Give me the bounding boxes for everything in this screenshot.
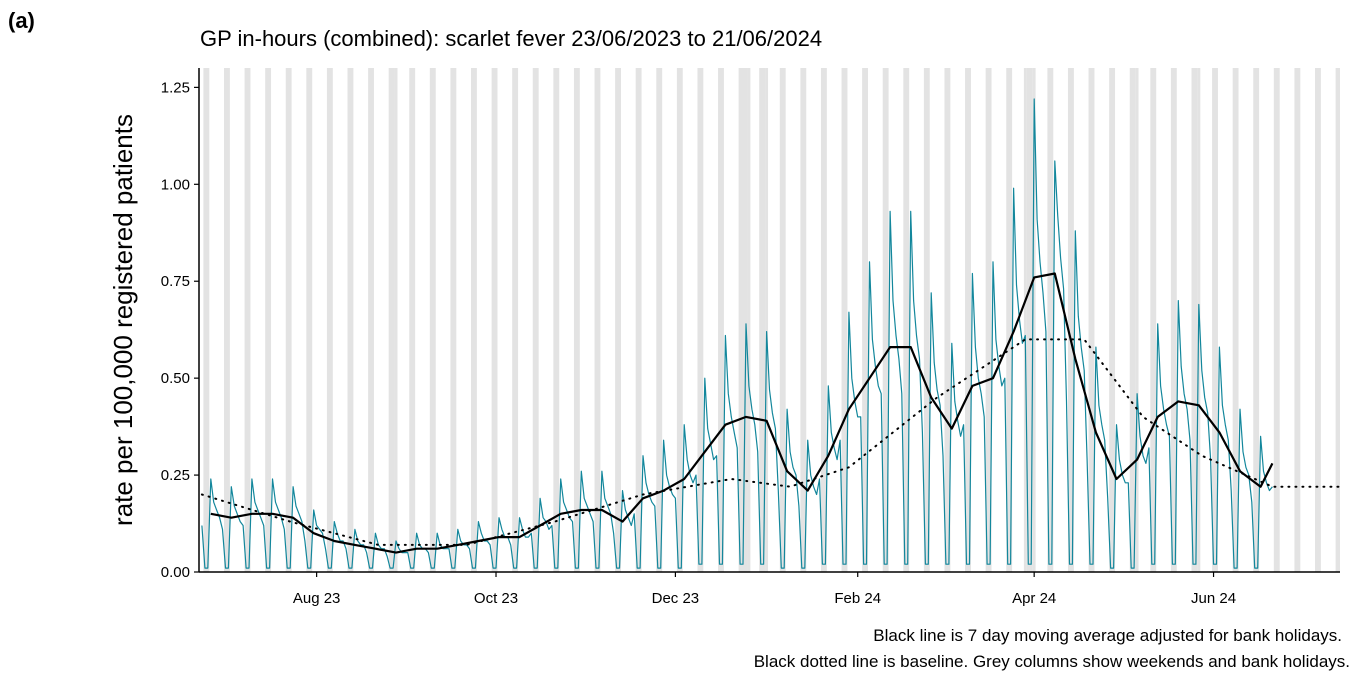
weekend-column bbox=[450, 68, 457, 572]
weekend-column bbox=[779, 68, 786, 572]
weekend-column bbox=[697, 68, 704, 572]
weekend-column bbox=[615, 68, 621, 572]
weekend-column bbox=[326, 68, 333, 572]
weekend-column bbox=[965, 68, 971, 572]
weekend-column bbox=[594, 68, 601, 572]
weekend-column bbox=[923, 68, 930, 572]
weekend-column bbox=[656, 68, 663, 572]
caption: Black line is 7 day moving average adjus… bbox=[873, 626, 1342, 645]
weekend-column bbox=[800, 68, 807, 572]
weekend-column bbox=[1212, 68, 1218, 572]
weekend-column bbox=[553, 68, 560, 572]
weekend-column bbox=[1129, 68, 1136, 572]
weekend-column bbox=[203, 68, 210, 572]
weekend-column bbox=[285, 68, 292, 572]
weekend-column bbox=[1047, 68, 1054, 572]
x-tick-label: Dec 23 bbox=[652, 590, 700, 607]
weekend-column bbox=[306, 68, 313, 572]
bank-holiday-column bbox=[394, 68, 398, 572]
bank-holiday-column bbox=[744, 68, 748, 572]
weekend-column bbox=[429, 68, 436, 572]
bank-holiday-column bbox=[1023, 68, 1027, 572]
weekend-column bbox=[1006, 68, 1013, 572]
weekend-column bbox=[820, 68, 827, 572]
weekend-column bbox=[532, 68, 539, 572]
x-tick-label: Feb 24 bbox=[834, 590, 881, 607]
weekend-column bbox=[1067, 68, 1074, 572]
weekend-column bbox=[1273, 68, 1280, 572]
weekend-column bbox=[1088, 68, 1095, 572]
weekend-column bbox=[1150, 68, 1157, 572]
weekend-column bbox=[244, 68, 251, 572]
bank-holiday-column bbox=[747, 68, 751, 572]
weekend-column bbox=[368, 68, 374, 572]
weekend-column bbox=[676, 68, 683, 572]
weekend-column bbox=[265, 68, 272, 572]
weekend-column bbox=[1170, 68, 1177, 572]
weekend-column bbox=[759, 68, 766, 572]
y-tick-label: 1.25 bbox=[161, 79, 190, 96]
bank-holiday-column bbox=[1032, 68, 1036, 572]
weekend-column bbox=[1026, 68, 1033, 572]
weekend-column bbox=[1315, 68, 1321, 572]
x-tick-label: Jun 24 bbox=[1191, 590, 1236, 607]
chart-title: GP in-hours (combined): scarlet fever 23… bbox=[200, 26, 822, 51]
y-tick-label: 1.00 bbox=[161, 176, 190, 193]
weekend-column bbox=[491, 68, 498, 572]
weekend-column bbox=[1232, 68, 1239, 572]
weekend-column bbox=[347, 68, 354, 572]
weekend-column bbox=[388, 68, 395, 572]
y-tick-label: 0.25 bbox=[161, 467, 190, 484]
weekend-column bbox=[903, 68, 910, 572]
plot-area bbox=[200, 68, 1340, 572]
weekend-column bbox=[1294, 68, 1301, 572]
weekend-column bbox=[718, 68, 724, 572]
y-tick-label: 0.00 bbox=[161, 564, 190, 581]
weekend-column bbox=[1109, 68, 1116, 572]
weekend-column bbox=[738, 68, 745, 572]
weekend-column bbox=[409, 68, 416, 572]
weekend-column bbox=[471, 68, 477, 572]
y-tick-label: 0.50 bbox=[161, 370, 190, 387]
x-tick-label: Aug 23 bbox=[293, 590, 341, 607]
weekend-column bbox=[985, 68, 992, 572]
x-tick-label: Oct 23 bbox=[474, 590, 518, 607]
weekend-column bbox=[573, 68, 580, 572]
bank-holiday-column bbox=[765, 68, 769, 572]
y-tick-label: 0.75 bbox=[161, 273, 190, 290]
series-line bbox=[210, 272, 1274, 554]
caption: Black dotted line is baseline. Grey colu… bbox=[754, 652, 1350, 671]
axes: 0.00 0.25 0.50 0.75 1.00 1.25 Aug 23 Oct 23 Dec … bbox=[161, 68, 1340, 607]
weekend-column bbox=[841, 68, 848, 572]
weekend-column bbox=[512, 68, 519, 572]
weekend-column bbox=[1335, 68, 1340, 572]
series-line bbox=[201, 98, 1273, 569]
bank-holiday-column bbox=[1135, 68, 1139, 572]
weekend-column bbox=[1253, 68, 1260, 572]
weekend-column bbox=[862, 68, 869, 572]
weekend-column bbox=[944, 68, 951, 572]
weekend-column bbox=[882, 68, 889, 572]
weekend-column bbox=[1191, 68, 1198, 572]
y-axis-label: rate per 100,000 registered patients bbox=[108, 114, 138, 526]
x-tick-label: Apr 24 bbox=[1012, 590, 1056, 607]
panel-label: (a) bbox=[8, 8, 35, 33]
weekend-column bbox=[223, 68, 230, 572]
weekend-column bbox=[635, 68, 642, 572]
